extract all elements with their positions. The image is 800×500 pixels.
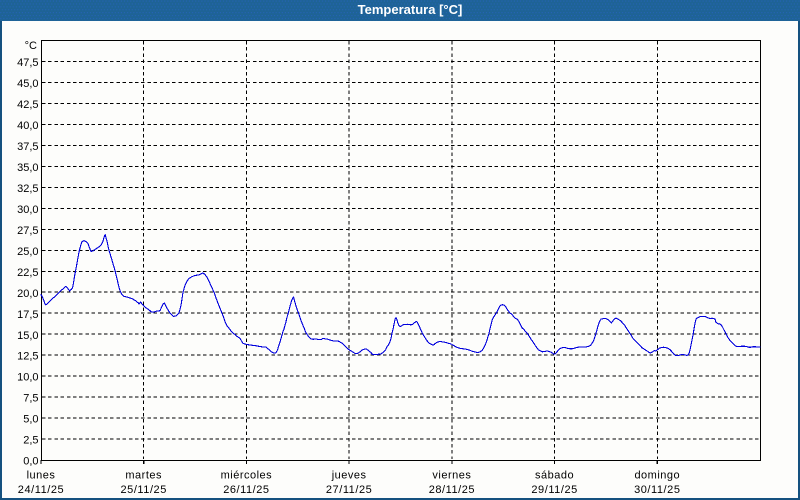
svg-text:0,0: 0,0	[23, 456, 38, 468]
svg-text:°C: °C	[25, 40, 37, 52]
svg-text:32,5: 32,5	[17, 183, 38, 195]
svg-text:12,5: 12,5	[17, 351, 38, 363]
svg-text:28/11/25: 28/11/25	[429, 484, 475, 496]
svg-text:lunes: lunes	[27, 469, 56, 481]
svg-text:5,0: 5,0	[23, 414, 38, 426]
svg-text:42,5: 42,5	[17, 99, 38, 111]
svg-text:27/11/25: 27/11/25	[326, 484, 372, 496]
svg-text:25/11/25: 25/11/25	[120, 484, 166, 496]
svg-text:domingo: domingo	[634, 469, 680, 481]
svg-text:29/11/25: 29/11/25	[531, 484, 577, 496]
svg-text:jueves: jueves	[331, 469, 367, 481]
svg-text:45,0: 45,0	[17, 78, 38, 90]
svg-text:martes: martes	[125, 469, 162, 481]
svg-text:25,0: 25,0	[17, 246, 38, 258]
svg-text:viernes: viernes	[432, 469, 471, 481]
svg-text:miércoles: miércoles	[221, 469, 273, 481]
svg-text:sábado: sábado	[535, 469, 574, 481]
svg-text:47,5: 47,5	[17, 57, 38, 69]
svg-text:26/11/25: 26/11/25	[223, 484, 269, 496]
svg-text:27,5: 27,5	[17, 225, 38, 237]
svg-text:37,5: 37,5	[17, 141, 38, 153]
svg-text:35,0: 35,0	[17, 162, 38, 174]
svg-text:7,5: 7,5	[23, 393, 38, 405]
svg-text:2,5: 2,5	[23, 435, 38, 447]
svg-text:15,0: 15,0	[17, 330, 38, 342]
svg-text:10,0: 10,0	[17, 372, 38, 384]
svg-text:20,0: 20,0	[17, 288, 38, 300]
svg-text:22,5: 22,5	[17, 267, 38, 279]
svg-text:40,0: 40,0	[17, 120, 38, 132]
svg-text:17,5: 17,5	[17, 309, 38, 321]
svg-text:30,0: 30,0	[17, 204, 38, 216]
svg-text:30/11/25: 30/11/25	[634, 484, 680, 496]
svg-text:24/11/25: 24/11/25	[18, 484, 64, 496]
